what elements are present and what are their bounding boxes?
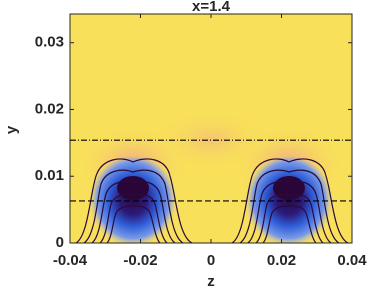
- x-axis-label: z: [207, 273, 215, 290]
- x-tick-label: 0: [207, 252, 215, 269]
- heatmap-field: [70, 14, 352, 243]
- x-tick-label: -0.04: [53, 252, 88, 269]
- y-tick-label: 0.02: [35, 100, 64, 117]
- x-tick-label: 0.02: [267, 252, 296, 269]
- x-tick-label: 0.04: [337, 252, 367, 269]
- y-tick-label: 0: [56, 234, 64, 251]
- chart-title: x=1.4: [192, 0, 231, 15]
- y-tick-label: 0.03: [35, 34, 64, 51]
- y-tick-label: 0.01: [35, 167, 64, 184]
- x-tick-label: -0.02: [123, 252, 157, 269]
- y-axis-label: y: [3, 125, 20, 134]
